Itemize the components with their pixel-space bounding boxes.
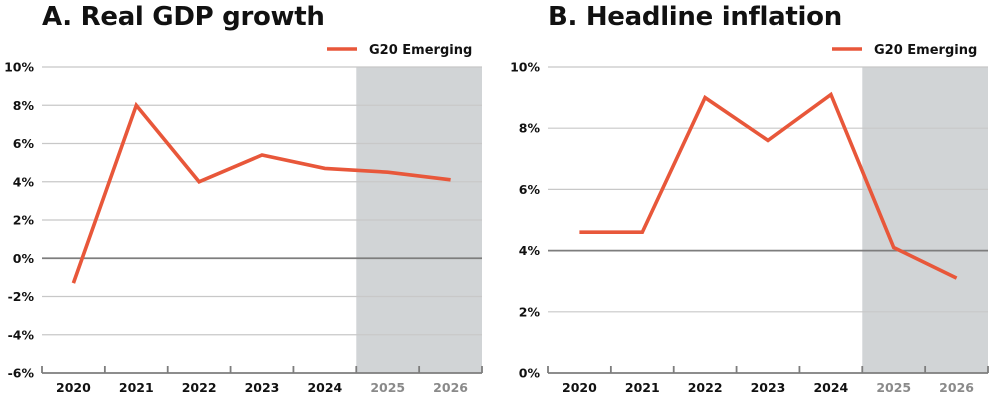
x-tick-label: 2023 bbox=[245, 380, 280, 395]
x-tick-label: 2022 bbox=[688, 380, 723, 395]
x-tick-label: 2026 bbox=[433, 380, 468, 395]
y-tick-label: 2% bbox=[13, 213, 35, 228]
series-line-g20-emerging bbox=[579, 91, 958, 280]
x-tick-label: 2026 bbox=[939, 380, 974, 395]
chart-title-gdp: A. Real GDP growth bbox=[42, 2, 325, 32]
x-tick-label: 2021 bbox=[625, 380, 660, 395]
x-tick-label: 2021 bbox=[119, 380, 154, 395]
y-tick-label: -4% bbox=[8, 327, 35, 342]
x-tick-label: 2024 bbox=[307, 380, 342, 395]
x-tick-label: 2025 bbox=[370, 380, 405, 395]
legend: G20 Emerging bbox=[327, 43, 472, 58]
x-tick-label: 2022 bbox=[182, 380, 217, 395]
y-tick-label: 4% bbox=[13, 174, 35, 189]
y-tick-label: 0% bbox=[519, 366, 541, 381]
y-tick-label: 8% bbox=[519, 121, 541, 136]
y-tick-label: 10% bbox=[4, 60, 34, 75]
legend-label: G20 Emerging bbox=[874, 43, 977, 58]
y-tick-label: 6% bbox=[519, 182, 541, 197]
y-tick-label: 6% bbox=[13, 136, 35, 151]
series-line-g20-emerging bbox=[71, 101, 451, 284]
legend-label: G20 Emerging bbox=[369, 43, 472, 58]
x-tick-label: 2025 bbox=[876, 380, 911, 395]
chart-panel-gdp: A. Real GDP growth 10% 8% 6% 4% 2% 0% -2% -4% -6… bbox=[4, 2, 483, 395]
y-tick-label: 10% bbox=[510, 60, 540, 75]
chart-plot-inflation: 10% 8% 6% 4% 2% 0% 2020 2021 2022 2023 2024 2025 202… bbox=[510, 43, 989, 395]
y-tick-label: -6% bbox=[8, 366, 35, 381]
chart-panel-inflation: B. Headline inflation 10% 8% 6% 4% 2% 0% 2020 2… bbox=[500, 0, 1000, 400]
y-tick-label: 8% bbox=[13, 98, 35, 113]
x-tick-label: 2020 bbox=[56, 380, 91, 395]
y-tick-label: 0% bbox=[13, 251, 35, 266]
chart-title-inflation: B. Headline inflation bbox=[548, 2, 842, 32]
chart-plot-gdp: 10% 8% 6% 4% 2% 0% -2% -4% -6% 2020 2021 2022 2023 20… bbox=[4, 43, 483, 395]
x-tick-label: 2023 bbox=[751, 380, 786, 395]
y-tick-label: 4% bbox=[519, 243, 541, 258]
y-tick-label: 2% bbox=[519, 304, 541, 319]
y-tick-label: -2% bbox=[8, 289, 35, 304]
x-tick-label: 2024 bbox=[813, 380, 848, 395]
legend: G20 Emerging bbox=[832, 43, 977, 58]
x-tick-label: 2020 bbox=[562, 380, 597, 395]
